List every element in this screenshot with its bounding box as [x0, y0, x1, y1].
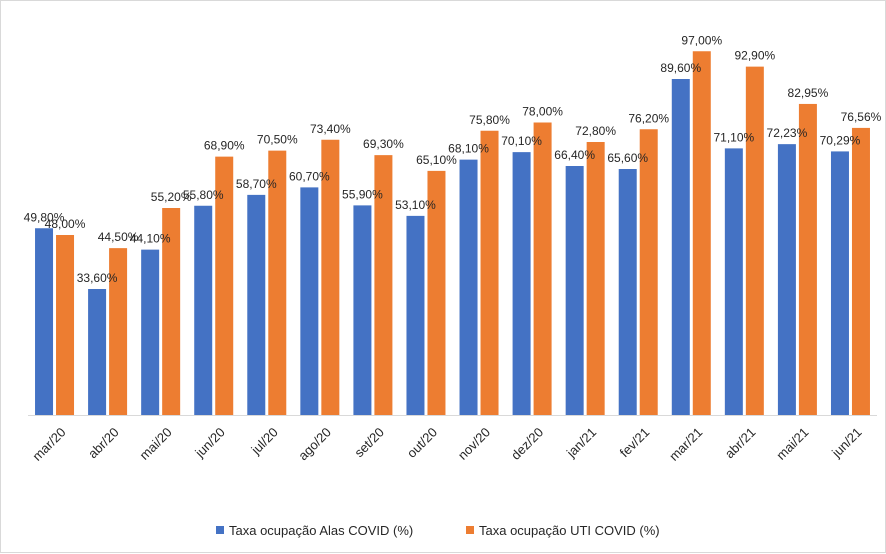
x-tick-out-20: out/20	[404, 425, 440, 461]
data-label-uti-nov-20: 75,80%	[469, 113, 510, 127]
x-tick-jun-20: jun/20	[191, 425, 227, 461]
data-label-uti-mai-20: 55,20%	[151, 190, 192, 204]
x-tick-dez-20: dez/20	[508, 425, 546, 463]
bar-uti-dez-20	[533, 122, 552, 415]
data-label-uti-mar-21: 97,00%	[681, 33, 722, 47]
data-label-alas-set-20: 55,90%	[342, 187, 383, 201]
bar-uti-out-20	[427, 170, 446, 415]
bar-alas-mar-20	[35, 228, 54, 415]
bar-uti-ago-20	[321, 139, 340, 415]
bar-alas-nov-20	[459, 159, 478, 415]
bar-uti-nov-20	[480, 130, 499, 415]
data-label-uti-mai-21: 82,95%	[788, 86, 829, 100]
data-label-uti-fev-21: 76,20%	[628, 111, 669, 125]
data-label-alas-mai-20: 44,10%	[130, 232, 171, 246]
bar-alas-mai-20	[141, 249, 160, 416]
bar-alas-jun-20	[194, 205, 213, 415]
bars-group	[35, 51, 870, 416]
data-label-uti-jun-21: 76,56%	[841, 110, 882, 124]
x-tick-fev-21: fev/21	[617, 425, 653, 461]
x-tick-abr-20: abr/20	[85, 425, 122, 462]
x-tick-jun-21: jun/21	[828, 425, 864, 461]
bar-uti-mai-20	[162, 208, 181, 415]
data-label-alas-ago-20: 60,70%	[289, 169, 330, 183]
data-label-alas-jan-21: 66,40%	[554, 148, 595, 162]
data-label-alas-jun-21: 70,29%	[820, 133, 861, 147]
bar-alas-abr-20	[88, 289, 107, 415]
data-label-alas-abr-21: 71,10%	[713, 130, 754, 144]
data-label-uti-jul-20: 70,50%	[257, 133, 298, 147]
x-tick-labels-group: mar/20 abr/20 mai/20 jun/20 jul/20 ago/20 set/…	[29, 425, 864, 464]
data-label-uti-jan-21: 72,80%	[575, 124, 616, 138]
bar-alas-set-20	[353, 205, 372, 416]
bar-uti-mai-21	[798, 103, 817, 415]
x-tick-ago-20: ago/20	[295, 425, 334, 464]
data-label-alas-dez-20: 70,10%	[501, 134, 542, 148]
data-label-alas-mar-20: 49,80%	[24, 210, 65, 224]
bar-uti-jun-20	[215, 156, 234, 416]
bar-alas-jan-21	[565, 166, 584, 415]
data-label-alas-mai-21: 72,23%	[767, 126, 808, 140]
bar-alas-ago-20	[300, 187, 319, 416]
data-label-alas-jul-20: 58,70%	[236, 177, 277, 191]
bar-uti-mar-21	[692, 51, 711, 415]
bar-uti-abr-21	[745, 66, 764, 416]
bar-alas-jun-21	[830, 151, 849, 415]
data-label-uti-mar-20: 48,00%	[45, 217, 86, 231]
x-tick-jan-21: jan/21	[563, 425, 599, 461]
data-label-alas-abr-20: 33,60%	[77, 271, 118, 285]
legend: Taxa ocupação Alas COVID (%) Taxa ocupaç…	[216, 523, 660, 538]
data-labels-group: 49,80%48,00% 33,60% 44,50%44,10% 55,20%55,8…	[24, 33, 882, 285]
data-label-alas-mar-21: 89,60%	[660, 61, 701, 75]
x-tick-mar-21: mar/21	[666, 425, 705, 464]
data-label-alas-nov-20: 68,10%	[448, 142, 489, 156]
bar-alas-mar-21	[671, 79, 690, 415]
data-label-uti-out-20: 65,10%	[416, 153, 457, 167]
legend-label-alas: Taxa ocupação Alas COVID (%)	[229, 523, 413, 538]
x-tick-mar-20: mar/20	[29, 425, 68, 464]
legend-label-uti: Taxa ocupação UTI COVID (%)	[479, 523, 660, 538]
bar-uti-jul-20	[268, 150, 287, 416]
legend-swatch-uti	[466, 526, 474, 534]
bar-alas-fev-21	[618, 169, 637, 415]
legend-swatch-alas	[216, 526, 224, 534]
bar-uti-abr-20	[109, 248, 128, 416]
data-label-uti-abr-21: 92,90%	[734, 49, 775, 63]
x-tick-jul-20: jul/20	[248, 425, 281, 458]
bar-alas-out-20	[406, 215, 425, 416]
x-tick-abr-21: abr/21	[722, 425, 759, 462]
bar-uti-set-20	[374, 155, 393, 416]
bar-alas-jul-20	[247, 194, 266, 416]
bar-uti-jan-21	[586, 142, 605, 415]
data-label-uti-abr-20: 44,50%	[98, 230, 139, 244]
data-label-alas-out-20: 53,10%	[395, 198, 436, 212]
bar-alas-abr-21	[724, 148, 743, 416]
x-tick-mai-21: mai/21	[773, 425, 811, 463]
data-label-alas-fev-21: 65,60%	[607, 151, 648, 165]
x-tick-set-20: set/20	[351, 425, 387, 461]
bar-alas-mai-21	[777, 144, 796, 415]
bar-uti-mar-20	[56, 235, 75, 415]
data-label-uti-jun-20: 68,90%	[204, 139, 245, 153]
bar-uti-jun-21	[851, 127, 870, 416]
data-label-uti-dez-20: 78,00%	[522, 105, 563, 119]
bar-uti-fev-21	[639, 129, 658, 415]
x-tick-nov-20: nov/20	[455, 425, 493, 463]
bar-alas-dez-20	[512, 152, 531, 416]
data-label-uti-set-20: 69,30%	[363, 137, 404, 151]
data-label-alas-jun-20: 55,80%	[183, 188, 224, 202]
data-label-uti-ago-20: 73,40%	[310, 122, 351, 136]
x-tick-mai-20: mai/20	[137, 425, 175, 463]
